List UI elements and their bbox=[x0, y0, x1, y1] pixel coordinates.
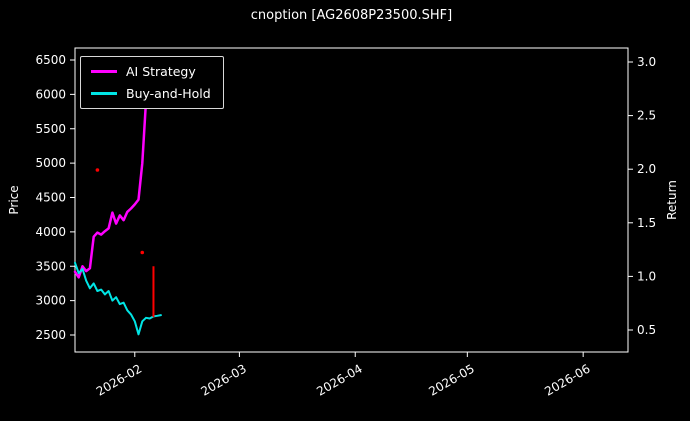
y-right-tick-label: 2.5 bbox=[637, 109, 656, 123]
x-tick-label: 2026-03 bbox=[198, 361, 248, 398]
legend-item-ai-strategy: AI Strategy bbox=[91, 64, 211, 79]
y-left-tick-label: 2500 bbox=[35, 328, 66, 342]
legend-item-buy-and-hold: Buy-and-Hold bbox=[91, 86, 211, 101]
trade-marker-point bbox=[140, 250, 145, 255]
y-axis-label-price: Price bbox=[7, 185, 21, 215]
y-left-tick-label: 4500 bbox=[35, 191, 66, 205]
y-left-tick-label: 6500 bbox=[35, 53, 66, 67]
series-line-buy-and-hold bbox=[74, 261, 162, 336]
y-right-tick-label: 3.0 bbox=[637, 55, 656, 69]
y-left-tick-label: 5500 bbox=[35, 122, 66, 136]
y-left-tick-label: 5000 bbox=[35, 156, 66, 170]
chart-title: cnoption [AG2608P23500.SHF] bbox=[250, 8, 453, 23]
y-right-tick-label: 1.0 bbox=[637, 269, 656, 283]
y-left-tick-label: 6000 bbox=[35, 87, 66, 101]
buy-and-hold-line-swatch bbox=[91, 92, 117, 95]
x-tick-label: 2026-02 bbox=[94, 361, 144, 398]
series-line-ai-strategy bbox=[73, 64, 151, 279]
trade-marker-point bbox=[95, 168, 100, 172]
y-axis-label-return: Return bbox=[665, 180, 679, 220]
y-left-tick-label: 4000 bbox=[35, 225, 66, 239]
ai-strategy-line-swatch bbox=[91, 70, 117, 73]
legend: AI Strategy Buy-and-Hold bbox=[80, 56, 224, 109]
plot-border bbox=[74, 47, 629, 353]
y-right-tick-label: 2.0 bbox=[637, 162, 656, 176]
y-right-tick-label: 0.5 bbox=[637, 323, 656, 337]
y-right-tick-label: 1.5 bbox=[637, 216, 656, 230]
x-tick-label: 2026-06 bbox=[542, 361, 592, 398]
y-left-tick-label: 3000 bbox=[35, 294, 66, 308]
x-tick-label: 2026-04 bbox=[314, 361, 364, 398]
legend-label: Buy-and-Hold bbox=[126, 86, 211, 101]
y-left-tick-label: 3500 bbox=[35, 259, 66, 273]
x-tick-label: 2026-05 bbox=[426, 361, 476, 398]
legend-label: AI Strategy bbox=[126, 64, 196, 79]
